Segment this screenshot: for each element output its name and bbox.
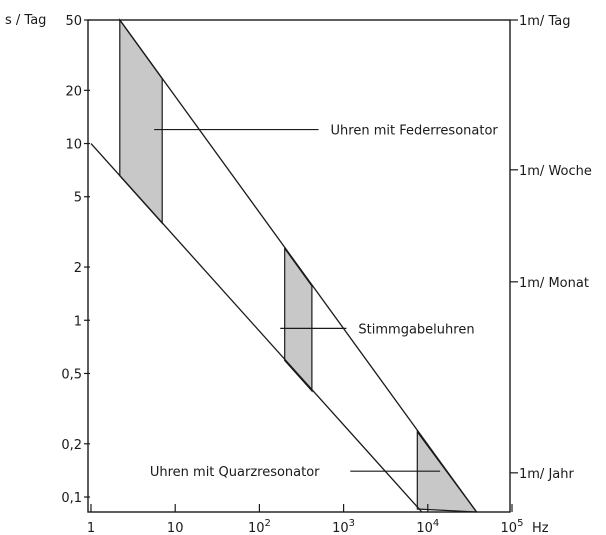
annotation-label: Uhren mit Quarzresonator (150, 465, 320, 480)
y-tick-label-right: 1m/ Jahr (519, 467, 574, 482)
y-tick-label-left: 50 (65, 14, 82, 29)
annotations: Uhren mit Federresonator Stimmgabeluhren U… (150, 124, 499, 481)
y-tick-label-left: 1 (74, 314, 82, 329)
y-tick-label-right: 1m/ Tag (519, 14, 570, 29)
x-axis: 1 10 102 103 104 105 (87, 504, 524, 535)
x-tick-label: 103 (332, 518, 355, 535)
y-tick-label-left: 2 (74, 261, 82, 276)
region-2 (284, 246, 313, 393)
y-tick-label-right: 1m/ Woche (519, 164, 592, 179)
y-axis-left: 50 20 10 5 2 1 0,5 0,2 0,1 (61, 14, 90, 506)
x-tick-label: 1 (87, 521, 95, 535)
y-tick-label-left: 5 (74, 191, 82, 206)
boundary-lines (90, 19, 478, 513)
shaded-regions (119, 18, 478, 513)
boundary-line-2 (90, 143, 423, 513)
y-tick-label-right: 1m/ Monat (519, 276, 589, 291)
y-tick-label-left: 10 (65, 138, 82, 153)
boundary-line-1 (119, 19, 478, 513)
annotation-label: Stimmgabeluhren (358, 322, 474, 337)
region-1 (119, 18, 163, 225)
x-tick-label: 10 (167, 521, 184, 535)
y-axis-right: 1m/ Tag 1m/ Woche 1m/ Monat 1m/ Jahr (510, 14, 592, 482)
y-tick-label-left: 0,1 (61, 491, 82, 506)
y-tick-label-left: 0,2 (61, 438, 82, 453)
y-axis-label-left: s / Tag (5, 13, 46, 28)
x-tick-label: 102 (248, 518, 271, 535)
plot-frame (87, 19, 511, 513)
x-axis-unit-label: Hz (532, 521, 549, 535)
annotation-label: Uhren mit Federresonator (331, 124, 499, 139)
y-tick-label-left: 20 (65, 84, 82, 99)
x-tick-label: 104 (416, 518, 439, 535)
x-tick-label: 105 (501, 518, 524, 535)
y-tick-label-left: 0,5 (61, 367, 82, 382)
